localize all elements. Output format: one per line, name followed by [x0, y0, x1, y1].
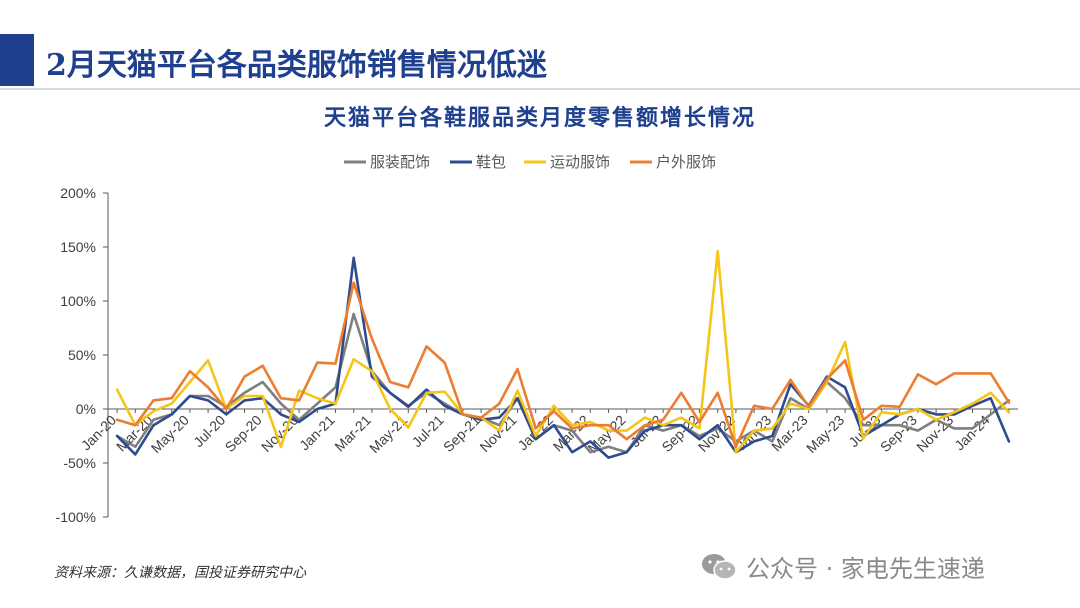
legend-item-2: 鞋包 — [450, 153, 506, 171]
legend-item-4: 户外服饰 — [630, 153, 716, 171]
x-tick-label: Sep-20 — [222, 412, 265, 455]
y-axis: -100% -50% 0% 50% 100% 150% 200% — [56, 185, 109, 525]
chart-title: 天猫平台各鞋服品类月度零售额增长情况 — [323, 105, 756, 131]
legend-label: 运动服饰 — [550, 153, 610, 171]
y-tick-label: 50% — [68, 347, 96, 363]
title-accent-bar — [0, 34, 34, 86]
y-tick-label: 200% — [60, 185, 96, 201]
y-tick-label: 150% — [60, 239, 96, 255]
x-tick-label: May-23 — [803, 412, 847, 456]
chart-legend: 服装配饰 鞋包 运动服饰 户外服饰 — [344, 153, 716, 171]
series-line-3 — [115, 250, 1011, 454]
watermark: 公众号 · 家电先生速递 — [700, 549, 985, 584]
chart-series — [115, 250, 1011, 459]
series-line-4 — [115, 281, 1011, 449]
legend-label: 服装配饰 — [370, 153, 430, 171]
y-tick-label: 100% — [60, 293, 96, 309]
y-tick-label: -50% — [63, 455, 96, 471]
wechat-icon — [702, 553, 737, 580]
page-title: 2月天猫平台各品类服饰销售情况低迷 — [46, 48, 547, 83]
x-tick-label: Mar-21 — [331, 412, 374, 455]
x-tick-label: Nov-20 — [258, 412, 301, 455]
y-tick-label: 0% — [76, 401, 96, 417]
x-tick-label: May-21 — [366, 412, 410, 456]
x-tick-label: Sep-23 — [877, 412, 920, 455]
legend-item-1: 服装配饰 — [344, 153, 430, 171]
legend-item-3: 运动服饰 — [524, 153, 610, 171]
source-note: 资料来源：久谦数据，国投证券研究中心 — [54, 565, 306, 581]
legend-label: 鞋包 — [476, 153, 506, 171]
watermark-text: 公众号 · 家电先生速递 — [746, 555, 985, 583]
x-tick-label: Jan-20 — [78, 412, 120, 454]
legend-label: 户外服饰 — [656, 153, 716, 171]
title-divider — [0, 88, 1080, 90]
x-tick-label: May-22 — [584, 412, 628, 456]
y-tick-label: -100% — [56, 509, 96, 525]
